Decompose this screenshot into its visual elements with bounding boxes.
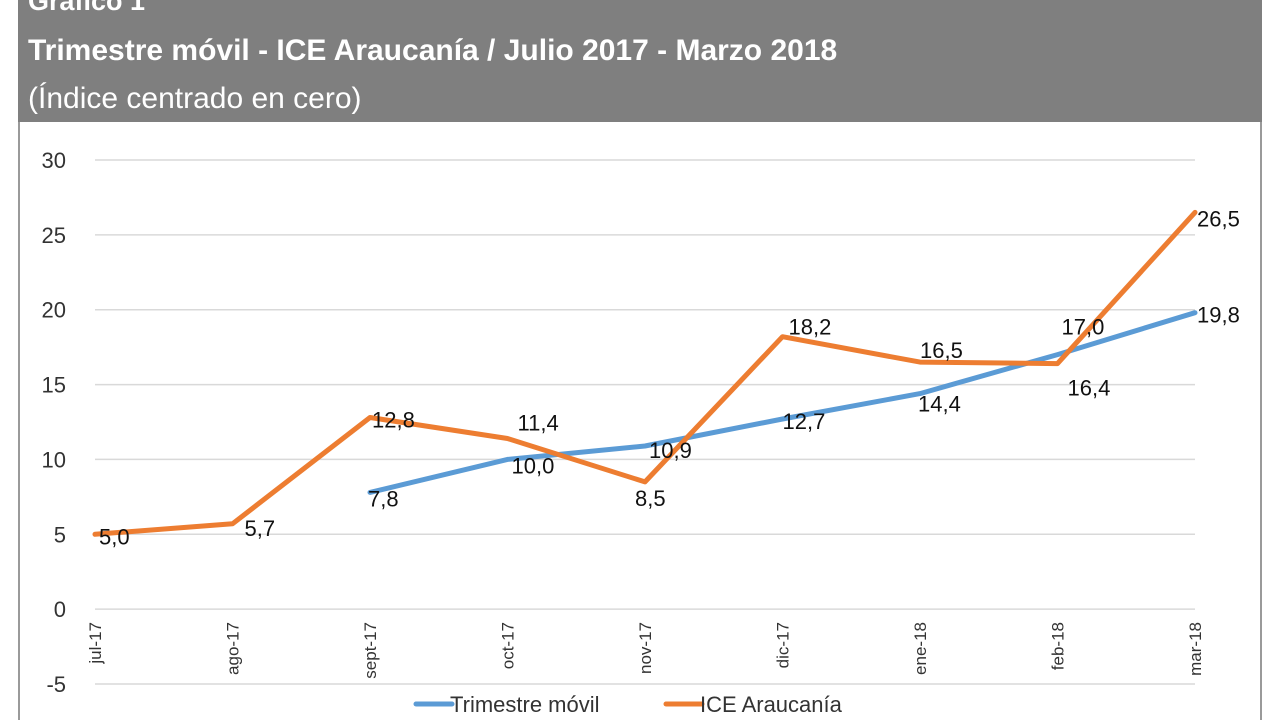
- legend-label-ice: ICE Araucanía: [700, 692, 843, 717]
- chart-header: Gráfico 1 Trimestre móvil - ICE Araucaní…: [18, 0, 1262, 122]
- data-label: 5,0: [99, 524, 130, 549]
- x-tick-label: nov-17: [636, 622, 655, 674]
- x-tick-label: oct-17: [499, 622, 518, 669]
- x-tick-label: mar-18: [1186, 622, 1205, 676]
- y-tick-label: 25: [42, 223, 66, 248]
- x-tick-label: feb-18: [1049, 622, 1068, 670]
- y-tick-label: 10: [42, 447, 66, 472]
- y-axis-ticks: 30 25 20 15 10 5 0 -5: [42, 148, 66, 697]
- data-label: 16,5: [920, 338, 963, 363]
- y-tick-label: -5: [46, 672, 66, 697]
- legend: Trimestre móvil ICE Araucanía: [413, 692, 843, 717]
- x-axis-ticks: jul-17 ago-17 sept-17 oct-17 nov-17 dic-17 ene…: [86, 622, 1205, 679]
- chart-subtitle: (Índice centrado en cero): [28, 82, 362, 115]
- data-label: 8,5: [635, 486, 666, 511]
- ice-araucania-line: [92, 209, 1198, 537]
- y-tick-label: 0: [54, 597, 66, 622]
- x-tick-label: ago-17: [224, 622, 243, 675]
- x-tick-label: ene-18: [911, 622, 930, 675]
- data-label: 16,4: [1068, 376, 1111, 401]
- data-label: 12,8: [372, 408, 415, 433]
- data-label: 10,9: [649, 438, 692, 463]
- data-label: 5,7: [245, 516, 276, 541]
- data-label: 7,8: [368, 486, 399, 511]
- chart-pretitle: Gráfico 1: [28, 0, 146, 16]
- series-lines: [92, 209, 1198, 537]
- data-label: 19,8: [1197, 303, 1240, 328]
- data-label: 12,7: [783, 409, 826, 434]
- data-label: 14,4: [918, 392, 961, 417]
- data-label: 17,0: [1062, 315, 1105, 340]
- x-tick-label: sept-17: [361, 622, 380, 679]
- data-labels: 7,8 10,0 10,9 12,7 14,4 17,0 19,8 5,0 5,7 12,8 11,…: [99, 206, 1240, 549]
- legend-label-trimestre: Trimestre móvil: [450, 692, 600, 717]
- data-label: 11,4: [518, 410, 559, 435]
- y-tick-label: 20: [42, 298, 66, 323]
- y-tick-label: 5: [54, 522, 66, 547]
- chart-frame: [18, 0, 1262, 720]
- x-tick-label: jul-17: [86, 622, 105, 665]
- x-tick-label: dic-17: [774, 622, 793, 668]
- chart-title: Trimestre móvil - ICE Araucanía / Julio …: [28, 34, 838, 67]
- gridlines: [95, 159, 1195, 685]
- trimestre-movil-line: [367, 310, 1198, 495]
- y-tick-label: 30: [42, 148, 66, 173]
- data-label: 26,5: [1197, 206, 1240, 231]
- data-label: 18,2: [789, 315, 832, 340]
- y-tick-label: 15: [42, 373, 66, 398]
- data-label: 10,0: [512, 453, 555, 478]
